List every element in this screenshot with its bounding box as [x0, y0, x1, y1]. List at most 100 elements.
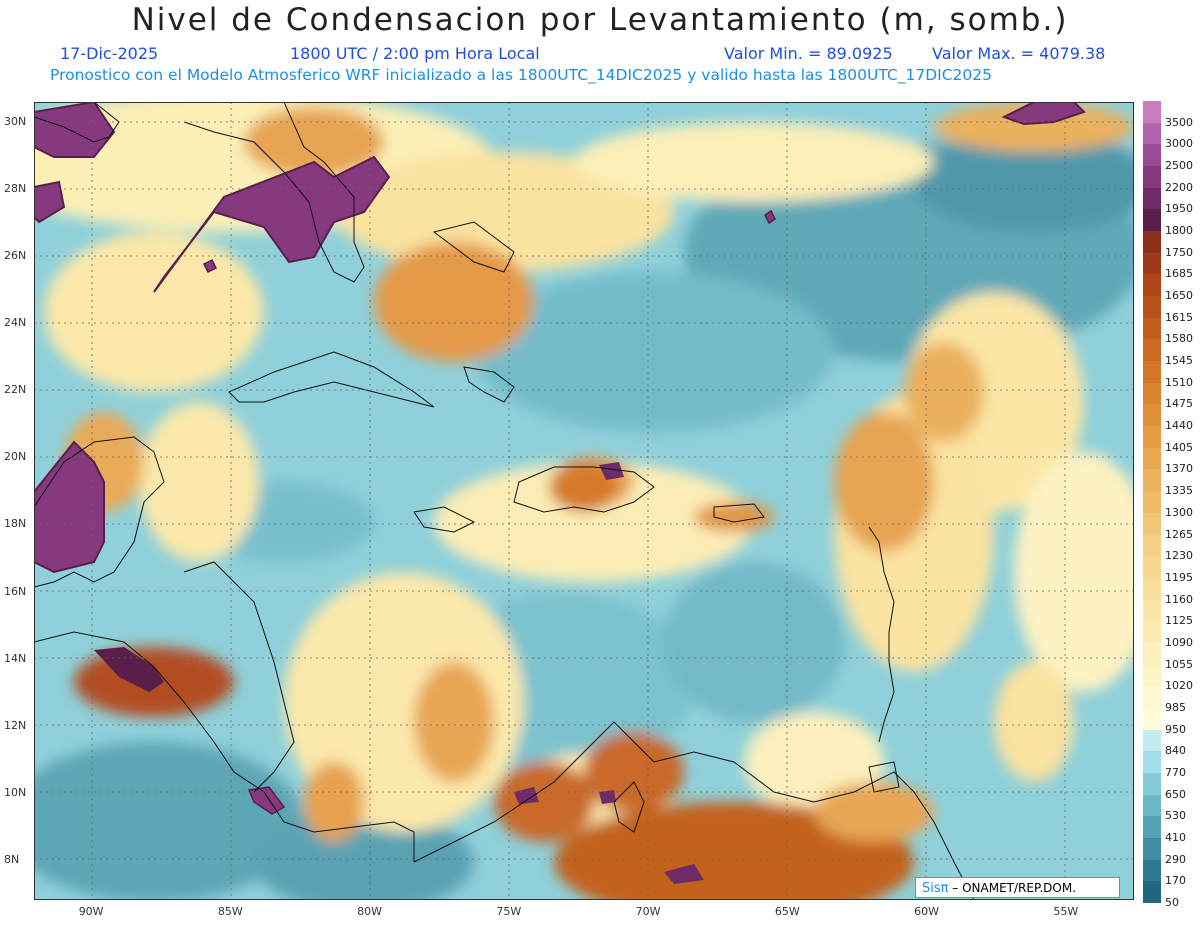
color-bar-label: 1055 [1165, 657, 1193, 671]
color-bar-swatch [1143, 361, 1161, 384]
color-bar-swatch [1143, 534, 1161, 557]
x-tick-label: 55W [1053, 905, 1079, 918]
color-bar-swatch [1143, 404, 1161, 427]
color-bar-label: 1510 [1165, 375, 1193, 389]
x-tick-label: 60W [914, 905, 939, 918]
color-bar-swatch [1143, 512, 1161, 535]
color-bar-swatch [1143, 837, 1161, 861]
color-bar-label: 985 [1165, 700, 1186, 714]
color-bar-label: 1090 [1165, 635, 1193, 649]
color-bar-swatch [1143, 166, 1161, 189]
color-bar-swatch [1143, 859, 1161, 882]
color-bar-swatch [1143, 707, 1161, 731]
color-bar-label: 1335 [1165, 484, 1193, 498]
color-bar-swatch [1143, 296, 1161, 319]
color-bar-label: 1545 [1165, 354, 1193, 368]
color-bar-swatch [1143, 274, 1161, 297]
color-bar-swatch [1143, 577, 1161, 601]
color-bar-swatch [1143, 491, 1161, 514]
color-bar-label: 290 [1165, 852, 1186, 866]
color-bar-label: 1800 [1165, 224, 1193, 238]
y-tick-label: 26N [4, 249, 27, 263]
y-tick-label: 28N [4, 182, 27, 196]
coastlines [34, 102, 975, 900]
color-bar-swatch [1143, 317, 1161, 340]
color-bar-label: 1650 [1165, 289, 1193, 303]
forecast-description: Pronostico con el Modelo Atmosferico WRF… [50, 66, 992, 84]
color-bar-swatch [1143, 729, 1161, 752]
y-tick-label: 10N [4, 785, 27, 799]
x-tick-label: 75W [496, 905, 522, 918]
y-tick-label: 22N [4, 383, 27, 397]
color-bar-label: 2200 [1165, 180, 1193, 194]
sispi-logo: Sisπ [922, 881, 949, 896]
color-bar-label: 1685 [1165, 267, 1193, 281]
color-bar-label: 770 [1165, 765, 1186, 779]
color-bar: 3500 3000 2500 2200 1950 1800 1750 1685 1650 1615… [1143, 101, 1193, 909]
lcl-map [34, 102, 1134, 900]
color-bar-swatch [1143, 772, 1161, 796]
grid-lines [34, 102, 1134, 900]
y-tick-label: 24N [4, 316, 27, 330]
x-tick-label: 80W [357, 905, 383, 918]
lcl-maxima [34, 102, 1086, 884]
color-bar-label: 1265 [1165, 527, 1193, 541]
x-tick-label: 70W [635, 905, 661, 918]
y-tick-label: 18N [4, 517, 27, 531]
color-bar-label: 3500 [1165, 115, 1193, 129]
color-bar-label: 1475 [1165, 397, 1193, 411]
color-bar-label: 170 [1165, 874, 1186, 888]
y-tick-label: 30N [4, 115, 27, 129]
y-tick-label: 14N [4, 651, 27, 665]
color-bar-label: 1125 [1165, 614, 1193, 628]
y-tick-label: 8N [4, 852, 20, 866]
color-bar-swatch [1143, 469, 1161, 492]
color-bar-label: 410 [1165, 830, 1186, 844]
lcl-field [34, 102, 1134, 900]
color-bar-swatch [1143, 664, 1161, 687]
color-bar-swatch [1143, 447, 1161, 470]
x-tick-label: 90W [78, 905, 104, 918]
color-bar-label: 840 [1165, 744, 1186, 758]
color-bar-label: 1750 [1165, 245, 1193, 259]
color-bar-label: 1405 [1165, 440, 1193, 454]
color-bar-label: 1580 [1165, 332, 1193, 346]
x-tick-label: 85W [217, 905, 243, 918]
color-bar-swatch [1143, 209, 1161, 232]
color-bar-label: 1615 [1165, 310, 1193, 324]
x-tick-label: 65W [774, 905, 800, 918]
valid-time: 1800 UTC / 2:00 pm Hora Local [290, 44, 540, 63]
color-bar-swatch [1143, 686, 1161, 709]
color-bar-swatch [1143, 252, 1161, 275]
color-bar-swatch [1143, 382, 1161, 405]
color-bar-swatch [1143, 144, 1161, 167]
color-bar-swatch [1143, 621, 1161, 644]
map-frame [34, 102, 1134, 900]
color-bar-label: 530 [1165, 809, 1186, 823]
y-tick-label: 20N [4, 450, 27, 464]
color-bar-label: 1020 [1165, 679, 1193, 693]
min-value: Valor Min. = 89.0925 [724, 44, 893, 63]
color-bar-label: 3000 [1165, 137, 1193, 151]
credit-text: – ONAMET/REP.DOM. [952, 881, 1077, 895]
color-bar-label: 1370 [1165, 462, 1193, 476]
color-bar-label: 950 [1165, 722, 1186, 736]
color-bar-swatch [1143, 101, 1161, 124]
color-bar-swatch [1143, 231, 1161, 254]
y-tick-label: 16N [4, 584, 27, 598]
color-bar-label: 2500 [1165, 159, 1193, 173]
color-bar-swatch [1143, 599, 1161, 622]
color-bar-swatch [1143, 816, 1161, 839]
color-bar-label: 650 [1165, 787, 1186, 801]
max-value: Valor Max. = 4079.38 [932, 44, 1106, 63]
color-bar-swatch [1143, 122, 1161, 145]
color-bar-swatch [1143, 751, 1161, 774]
color-bar-label: 1950 [1165, 202, 1193, 216]
y-tick-label: 12N [4, 718, 27, 732]
credit-box: Sisπ – ONAMET/REP.DOM. [915, 877, 1120, 898]
color-bar-swatch [1143, 187, 1161, 210]
color-bar-label: 50 [1165, 896, 1179, 909]
color-bar-swatch [1143, 881, 1161, 904]
color-bar-label: 1160 [1165, 592, 1193, 606]
color-bar-swatch [1143, 642, 1161, 666]
